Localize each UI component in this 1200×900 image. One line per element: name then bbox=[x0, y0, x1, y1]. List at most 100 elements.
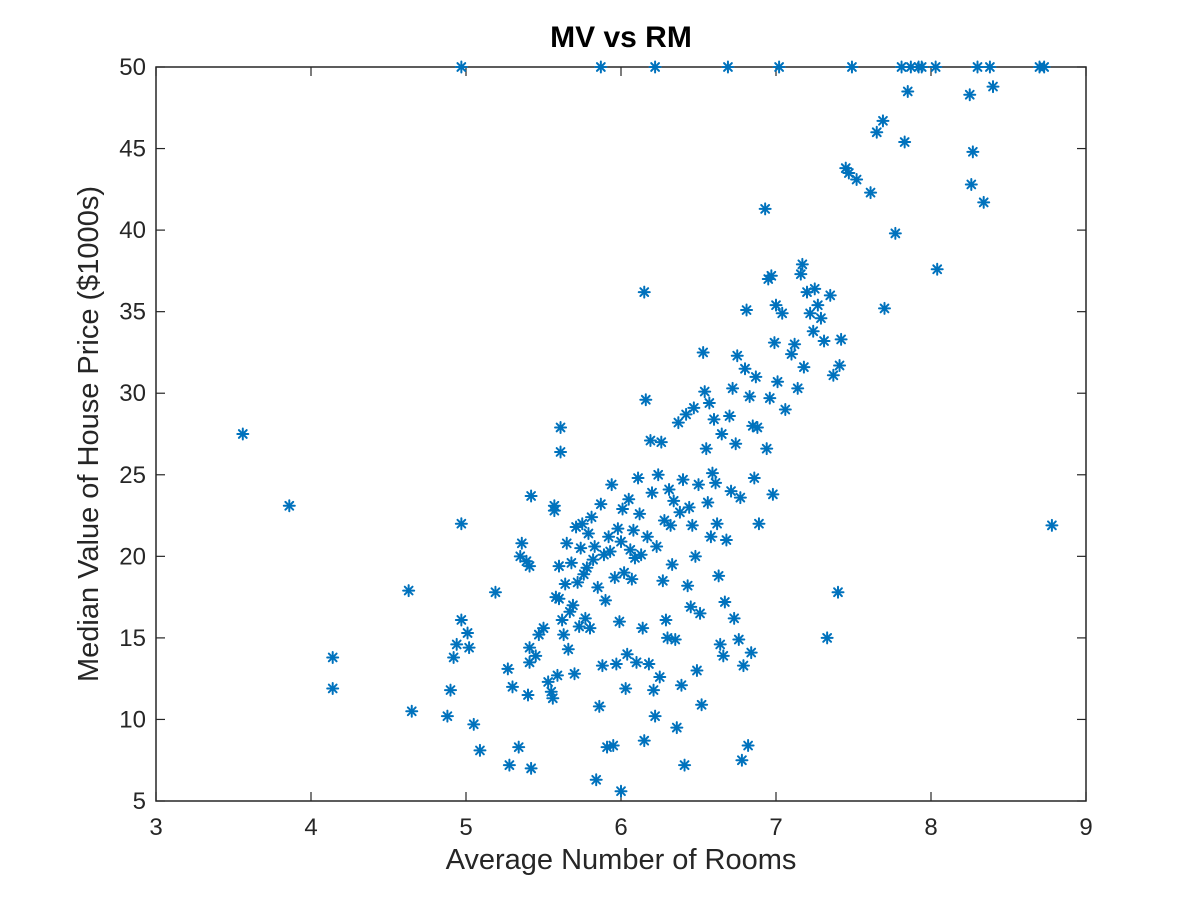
data-point bbox=[710, 517, 724, 531]
data-point bbox=[473, 743, 487, 757]
data-point bbox=[502, 758, 516, 772]
data-point bbox=[647, 683, 661, 697]
data-point bbox=[727, 611, 741, 625]
data-point bbox=[670, 721, 684, 735]
x-tick-label: 3 bbox=[149, 814, 162, 841]
data-point bbox=[673, 505, 687, 519]
data-point bbox=[552, 592, 566, 606]
x-tick-label: 7 bbox=[769, 814, 782, 841]
data-point bbox=[735, 753, 749, 767]
data-point bbox=[702, 396, 716, 410]
x-tick-label: 8 bbox=[924, 814, 937, 841]
data-point bbox=[326, 650, 340, 664]
y-tick-label: 50 bbox=[119, 54, 146, 81]
data-point bbox=[501, 662, 515, 676]
data-point bbox=[643, 434, 657, 448]
data-point bbox=[864, 186, 878, 200]
data-point bbox=[718, 595, 732, 609]
data-point bbox=[834, 332, 848, 346]
data-point bbox=[594, 60, 608, 74]
data-point bbox=[736, 659, 750, 673]
data-point bbox=[554, 445, 568, 459]
data-point bbox=[592, 699, 606, 713]
data-point bbox=[599, 593, 612, 607]
data-point bbox=[523, 559, 537, 573]
data-point bbox=[636, 621, 650, 635]
data-point bbox=[870, 125, 884, 139]
data-point bbox=[749, 370, 763, 384]
data-point bbox=[794, 267, 808, 281]
data-point bbox=[645, 486, 659, 500]
y-tick-label: 5 bbox=[133, 788, 146, 815]
data-point bbox=[515, 536, 529, 550]
data-point bbox=[775, 306, 789, 320]
data-point bbox=[681, 579, 695, 593]
y-tick-label: 15 bbox=[119, 625, 146, 652]
data-point bbox=[983, 60, 997, 74]
data-point bbox=[454, 517, 468, 531]
data-point bbox=[651, 468, 665, 482]
data-point bbox=[842, 166, 856, 180]
data-point bbox=[764, 269, 778, 283]
data-point bbox=[678, 758, 692, 772]
data-point bbox=[578, 611, 592, 625]
data-point bbox=[541, 675, 555, 689]
data-point bbox=[668, 633, 682, 647]
data-point bbox=[715, 427, 729, 441]
data-point bbox=[568, 667, 581, 681]
data-point bbox=[690, 664, 704, 678]
data-point bbox=[575, 517, 589, 531]
data-point bbox=[326, 681, 340, 695]
data-point bbox=[661, 631, 674, 645]
data-point bbox=[467, 717, 481, 731]
data-point bbox=[605, 478, 619, 492]
data-point bbox=[823, 288, 837, 302]
data-point bbox=[595, 659, 609, 673]
data-point bbox=[693, 606, 707, 620]
data-point bbox=[687, 401, 701, 415]
data-point bbox=[589, 773, 603, 787]
data-point bbox=[634, 548, 648, 562]
data-point bbox=[560, 536, 574, 550]
data-point bbox=[1037, 60, 1051, 74]
data-point bbox=[462, 641, 476, 655]
data-point bbox=[760, 442, 774, 456]
data-point bbox=[721, 60, 735, 74]
data-point bbox=[811, 298, 825, 312]
data-point bbox=[619, 681, 633, 695]
y-tick-label: 20 bbox=[119, 543, 146, 570]
data-point bbox=[616, 502, 630, 516]
x-tick-label: 5 bbox=[459, 814, 472, 841]
data-point bbox=[564, 556, 578, 570]
data-point bbox=[758, 202, 772, 216]
data-point bbox=[901, 84, 915, 98]
data-point bbox=[676, 473, 690, 487]
data-point bbox=[771, 375, 785, 389]
data-point bbox=[402, 584, 416, 598]
data-point bbox=[574, 541, 588, 555]
data-point bbox=[620, 647, 634, 661]
plot-area bbox=[155, 66, 1087, 802]
data-point bbox=[674, 678, 688, 692]
data-point bbox=[817, 334, 831, 348]
data-point bbox=[797, 360, 811, 374]
data-point bbox=[785, 347, 798, 361]
data-point bbox=[630, 655, 643, 669]
data-point bbox=[648, 60, 662, 74]
data-point bbox=[633, 507, 647, 521]
data-point bbox=[524, 489, 538, 503]
data-point bbox=[699, 442, 713, 456]
data-point bbox=[769, 298, 783, 312]
data-point bbox=[763, 391, 777, 405]
data-point bbox=[820, 631, 834, 645]
data-point bbox=[606, 739, 620, 753]
data-point bbox=[977, 195, 991, 209]
data-point bbox=[778, 403, 792, 417]
data-point bbox=[524, 761, 538, 775]
data-point bbox=[803, 306, 817, 320]
data-point bbox=[603, 544, 617, 558]
x-tick-label: 9 bbox=[1079, 814, 1092, 841]
data-point bbox=[904, 60, 918, 74]
data-point bbox=[741, 739, 755, 753]
